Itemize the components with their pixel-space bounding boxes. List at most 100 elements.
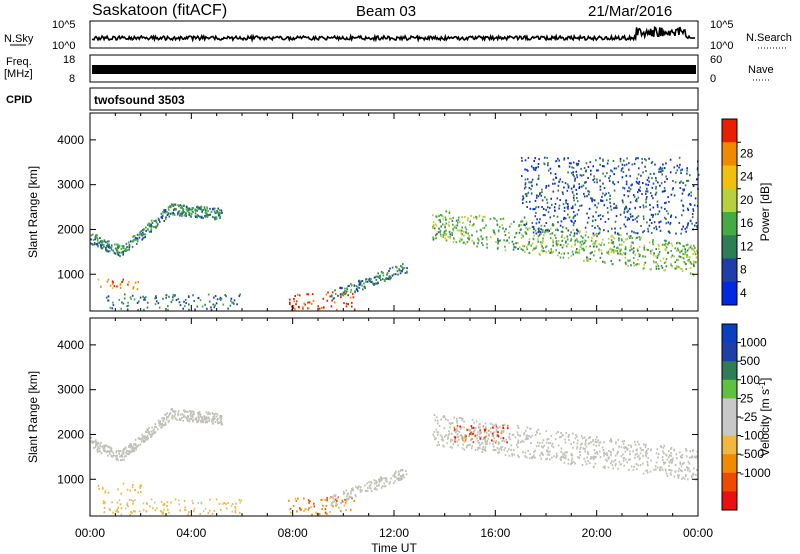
scatter-cell [669,221,672,224]
scatter-cell [94,235,97,238]
scatter-cell [473,216,475,219]
scatter-cell [372,282,374,285]
scatter-cell [437,422,439,425]
cpid-panel: CPID twofsound 3503 [6,87,699,111]
scatter-cell [213,418,216,421]
scatter-cell [550,248,552,251]
scatter-cell [478,441,480,444]
scatter-cell [572,217,575,220]
scatter-cell [551,252,553,255]
scatter-cell [626,218,629,221]
scatter-cell [503,423,506,426]
scatter-cell [567,229,570,232]
scatter-cell [696,178,698,181]
scatter-cell [102,243,104,246]
scatter-cell [592,438,594,441]
scatter-cell [683,188,685,191]
scatter-cell [146,431,148,433]
scatter-cell [574,240,576,243]
scatter-cell [90,242,92,245]
scatter-cell [645,198,647,201]
scatter-cell [482,227,484,229]
scatter-cell [523,223,525,226]
scatter-cell [447,437,449,440]
scatter-cell [655,261,657,264]
scatter-cell [153,428,155,431]
scatter-cell [686,249,689,252]
scatter-cell [154,297,156,300]
scatter-cell [199,513,202,515]
scatter-cell [457,435,460,438]
scatter-cell [347,294,349,297]
scatter-cell [129,489,131,492]
scatter-cell [610,242,613,245]
scatter-cell [681,228,683,231]
scatter-cell [441,435,443,438]
scatter-cell [675,171,677,174]
scatter-cell [599,256,602,259]
scatter-cell [663,187,666,190]
scatter-cell [643,244,646,247]
scatter-cell [567,186,570,189]
scatter-cell [167,308,169,311]
scatter-cell [658,168,661,171]
scatter-cell [171,204,173,207]
scatter-cell [295,303,297,306]
scatter-cell [621,243,623,246]
scatter-cell [682,245,684,248]
scatter-cell [565,201,567,204]
scatter-cell [495,425,498,428]
scatter-cell [133,450,136,453]
scatter-cell [173,207,176,210]
scatter-cell [144,233,147,236]
scatter-cell [600,244,602,247]
scatter-cell [583,436,586,439]
scatter-cell [561,239,564,242]
scatter-cell [471,239,473,242]
scatter-cell [483,226,486,229]
scatter-cell [672,187,674,190]
scatter-cell [623,440,625,443]
scatter-cell [481,219,484,222]
scatter-cell [406,267,408,270]
scatter-cell [122,449,125,452]
scatter-cell [584,450,586,453]
scatter-cell [645,455,647,458]
scatter-cell [668,461,671,464]
scatter-cell [206,307,208,310]
scatter-cell [405,470,407,472]
scatter-cell [148,433,151,436]
scatter-cell [98,447,101,450]
scatter-cell [394,273,397,276]
scatter-cell [296,510,298,513]
colorbar-segment [722,165,737,190]
y-tick-label: 4000 [57,338,84,352]
scatter-cell [215,498,218,501]
scatter-cell [624,207,626,209]
scatter-cell [585,445,588,448]
scatter-cell [548,450,551,453]
scatter-cell [389,275,391,278]
scatter-cell [200,216,203,219]
scatter-cell [404,272,407,274]
scatter-cell [119,287,122,289]
scatter-cell [202,421,204,424]
scatter-cell [549,442,552,445]
scatter-cell [397,474,400,477]
scatter-cell [445,222,447,225]
scatter-cell [564,457,566,459]
scatter-cell [655,185,657,188]
scatter-cell [511,433,514,436]
scatter-cell [628,458,630,461]
scatter-cell [645,449,648,452]
scatter-cell [352,296,355,299]
scatter-cell [633,264,636,267]
scatter-cell [628,468,630,471]
scatter-cell [595,233,597,236]
scatter-cell [679,463,682,465]
scatter-cell [184,509,187,512]
scatter-cell [665,222,667,225]
scatter-cell [586,221,589,224]
scatter-cell [663,190,665,193]
